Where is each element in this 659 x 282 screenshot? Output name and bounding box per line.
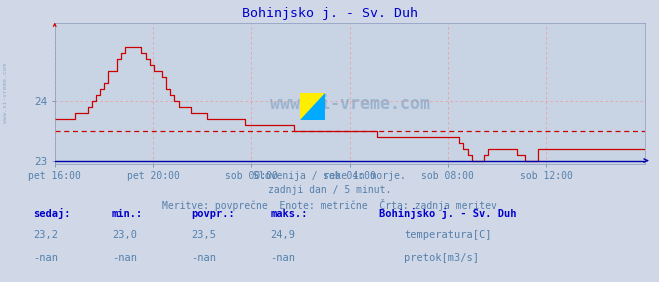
Text: -nan: -nan <box>112 253 137 263</box>
Text: Bohinjsko j. - Sv. Duh: Bohinjsko j. - Sv. Duh <box>241 7 418 20</box>
Polygon shape <box>300 93 325 120</box>
Text: 24,9: 24,9 <box>270 230 295 240</box>
Text: -nan: -nan <box>33 253 58 263</box>
Text: povpr.:: povpr.: <box>191 209 235 219</box>
Text: 23,5: 23,5 <box>191 230 216 240</box>
Text: www.si-vreme.com: www.si-vreme.com <box>270 95 430 113</box>
Text: 23,2: 23,2 <box>33 230 58 240</box>
Text: Meritve: povprečne  Enote: metrične  Črta: zadnja meritev: Meritve: povprečne Enote: metrične Črta:… <box>162 199 497 211</box>
Text: zadnji dan / 5 minut.: zadnji dan / 5 minut. <box>268 185 391 195</box>
Polygon shape <box>300 93 325 120</box>
Text: maks.:: maks.: <box>270 209 308 219</box>
Text: pretok[m3/s]: pretok[m3/s] <box>404 253 479 263</box>
Text: Bohinjsko j. - Sv. Duh: Bohinjsko j. - Sv. Duh <box>379 208 517 219</box>
Text: -nan: -nan <box>270 253 295 263</box>
Text: temperatura[C]: temperatura[C] <box>404 230 492 240</box>
Text: www.si-vreme.com: www.si-vreme.com <box>3 63 8 123</box>
Text: sedaj:: sedaj: <box>33 208 71 219</box>
Text: -nan: -nan <box>191 253 216 263</box>
Text: 23,0: 23,0 <box>112 230 137 240</box>
Text: min.:: min.: <box>112 209 143 219</box>
Text: Slovenija / reke in morje.: Slovenija / reke in morje. <box>253 171 406 180</box>
